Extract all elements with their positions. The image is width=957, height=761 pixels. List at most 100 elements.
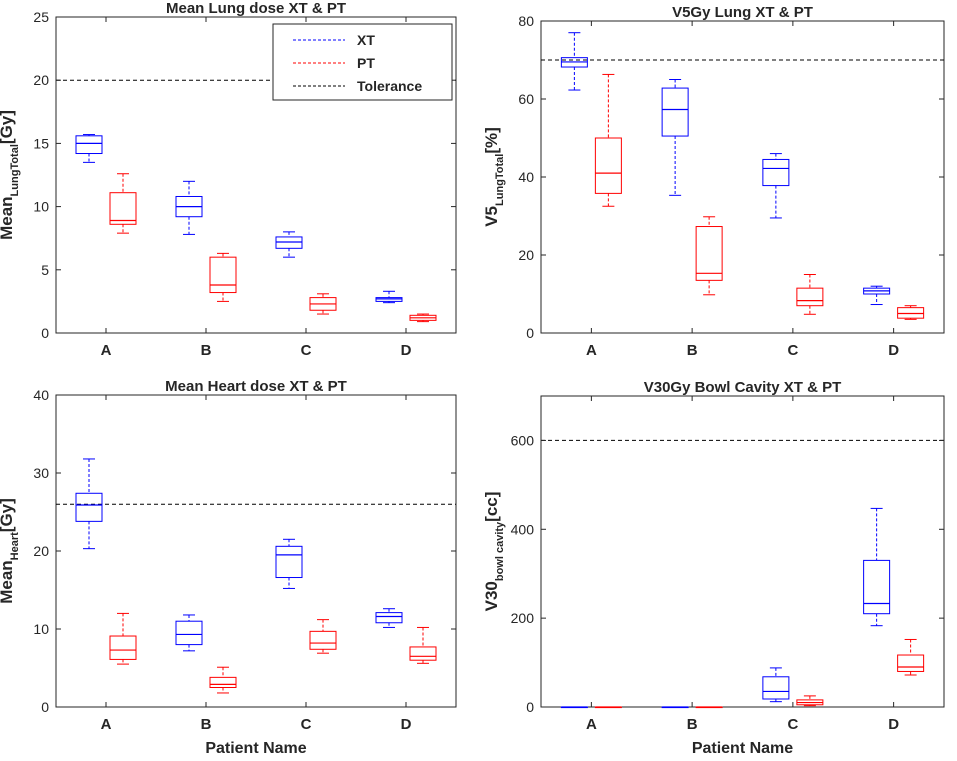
x-tick-label: D	[401, 342, 412, 359]
iqr-box	[695, 226, 723, 281]
iqr-box	[75, 135, 103, 155]
box-xt-d	[375, 290, 403, 304]
y-tick-label: 80	[518, 13, 534, 29]
x-axis-label: Patient Name	[692, 740, 793, 757]
x-tick-label: D	[888, 716, 899, 733]
x-tick-label: B	[201, 716, 212, 733]
box-xt-c	[762, 667, 790, 703]
box-xt-a	[560, 32, 588, 91]
y-tick-label: 20	[33, 72, 49, 88]
legend-frame	[272, 23, 453, 101]
y-axis-label-subscript: Heart	[9, 532, 21, 560]
iqr-box	[762, 158, 790, 187]
iqr-box	[275, 236, 303, 249]
box-pt-a	[109, 612, 137, 665]
x-tick-label: B	[687, 716, 698, 733]
x-tick-label: C	[301, 342, 312, 359]
box-xt-b	[175, 614, 203, 652]
y-tick-label: 600	[511, 432, 535, 448]
y-axis-label: V5LungTotal[%]	[482, 127, 506, 227]
y-axis-label: MeanLungTotal[Gy]	[0, 110, 21, 240]
x-tick-label: D	[401, 716, 412, 733]
y-tick-label: 40	[518, 169, 534, 185]
y-tick-label: 40	[33, 387, 49, 403]
y-axis-label: MeanHeart[Gy]	[0, 498, 21, 604]
iqr-box	[209, 676, 237, 688]
box-xt-a	[560, 706, 588, 709]
x-axis-label: Patient Name	[205, 740, 306, 757]
box-pt-c	[796, 274, 824, 315]
y-axis-label-main: Mean	[0, 196, 16, 239]
y-tick-label: 200	[511, 610, 535, 626]
box-pt-b	[695, 216, 723, 296]
box-xt-c	[275, 538, 303, 589]
x-tick-label: A	[101, 716, 112, 733]
iqr-box	[75, 492, 103, 522]
y-tick-label: 0	[41, 699, 49, 715]
box-xt-b	[175, 180, 203, 235]
box-pt-a	[594, 73, 622, 207]
x-tick-label: B	[687, 342, 698, 359]
box-pt-c	[309, 619, 337, 654]
iqr-box	[175, 620, 203, 646]
iqr-box	[661, 87, 689, 137]
y-axis-label-unit: [Gy]	[0, 110, 16, 144]
chart-panel-3: Mean Heart dose XT & PT 0 10 20 30 40 A B C D Mean…	[0, 378, 457, 757]
box-pt-b	[209, 252, 237, 302]
y-tick-label: 25	[33, 9, 49, 25]
y-axis-label-unit: [cc]	[482, 492, 501, 522]
iqr-box	[375, 297, 403, 302]
y-tick-label: 60	[518, 91, 534, 107]
iqr-box	[796, 287, 824, 307]
x-tick-label: C	[787, 716, 798, 733]
x-tick-label: C	[787, 342, 798, 359]
box-pt-c	[309, 293, 337, 315]
box-pt-d	[409, 626, 437, 664]
y-tick-label: 0	[41, 325, 49, 341]
box-xt-c	[275, 231, 303, 258]
box-xt-c	[762, 153, 790, 219]
box-xt-b	[661, 706, 689, 709]
box-xt-d	[375, 608, 403, 628]
y-axis-label-subscript: bowl cavity	[494, 521, 506, 581]
iqr-box	[762, 676, 790, 700]
box-xt-a	[75, 458, 103, 550]
legend-label-xt: XT	[357, 32, 375, 48]
chart-panel-1: Mean Lung dose XT & PT 0 5 10 15 20 25 A B C D Mean…	[0, 0, 457, 359]
plot-area-frame	[55, 16, 457, 334]
box-xt-d	[863, 285, 891, 306]
y-axis-label: V30bowl cavity[cc]	[482, 492, 506, 612]
box-pt-b	[209, 666, 237, 694]
y-axis-label-subscript: LungTotal	[494, 154, 506, 206]
box-xt-d	[863, 507, 891, 627]
legend: XT PT Tolerance	[272, 23, 453, 101]
iqr-box	[309, 630, 337, 650]
box-pt-b	[695, 706, 723, 709]
box-pt-c	[796, 695, 824, 707]
iqr-box	[594, 137, 622, 194]
iqr-box	[109, 635, 137, 660]
x-tick-label: C	[301, 716, 312, 733]
legend-label-tolerance: Tolerance	[357, 78, 422, 94]
y-tick-label: 0	[526, 699, 534, 715]
y-axis-label-subscript: LungTotal	[9, 144, 21, 196]
chart-title: Mean Lung dose XT & PT	[166, 0, 346, 17]
y-tick-label: 20	[518, 247, 534, 263]
plot-area-frame	[540, 395, 945, 708]
chart-title: V30Gy Bowl Cavity XT & PT	[644, 379, 842, 396]
iqr-box	[375, 612, 403, 624]
iqr-box	[897, 654, 925, 672]
chart-panel-2: V5Gy Lung XT & PT 0 20 40 60 80 A B C D V5LungTota…	[482, 4, 945, 359]
box-pt-d	[897, 305, 925, 320]
y-tick-label: 5	[41, 262, 49, 278]
box-pt-d	[409, 313, 437, 323]
iqr-box	[863, 559, 891, 615]
chart-title: V5Gy Lung XT & PT	[672, 4, 813, 21]
x-tick-label: D	[888, 342, 899, 359]
box-pt-a	[109, 173, 137, 234]
x-tick-label: A	[586, 342, 597, 359]
y-tick-label: 400	[511, 521, 535, 537]
